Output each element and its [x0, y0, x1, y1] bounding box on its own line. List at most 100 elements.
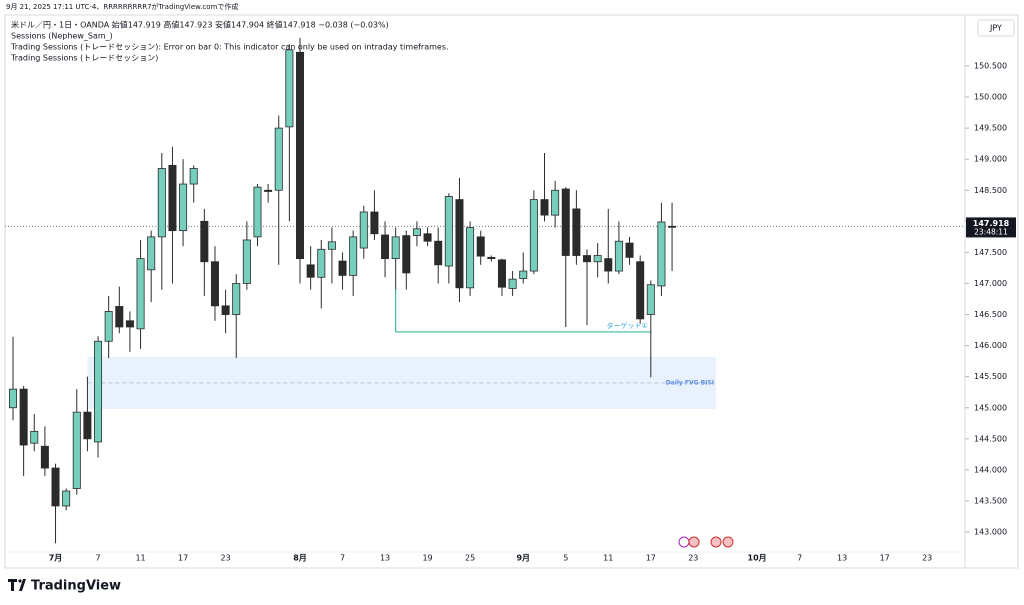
candle-body — [338, 260, 347, 276]
currency[interactable]: JPY — [989, 24, 1002, 33]
candle — [51, 463, 60, 544]
candle-body — [157, 168, 166, 238]
candle-body — [51, 467, 60, 507]
candle — [529, 190, 538, 275]
candle-body — [391, 236, 400, 260]
candle-body — [359, 211, 368, 249]
x-tick-label: 23 — [221, 554, 231, 563]
candle-body — [147, 236, 156, 271]
pane-frame — [4, 14, 1019, 569]
candle-body — [540, 199, 549, 216]
y-tick-label: 144.500 — [974, 434, 1007, 443]
candle — [508, 271, 517, 296]
candle — [94, 336, 103, 458]
currency-button[interactable] — [977, 19, 1015, 37]
candle — [327, 227, 336, 284]
x-tick-label: 17 — [880, 554, 890, 563]
candle-body — [657, 221, 666, 287]
candle — [104, 295, 113, 359]
indicator: Sessions (Nephew_Sam_) — [11, 32, 113, 41]
candle-body — [274, 127, 283, 191]
brand: TradingView — [31, 579, 121, 594]
x-tick-label: 23 — [922, 554, 932, 563]
candle — [30, 413, 39, 452]
y-tick-label: 149.500 — [974, 124, 1007, 133]
candle-body — [285, 49, 294, 128]
candle — [466, 221, 475, 296]
candle-body — [327, 241, 336, 250]
candle — [168, 146, 177, 284]
candle — [136, 239, 145, 349]
x-tick-label: 7 — [340, 554, 345, 563]
candle-body — [551, 189, 560, 216]
candle — [232, 274, 241, 359]
candle — [572, 190, 581, 265]
candle — [306, 246, 315, 290]
candle-body — [476, 236, 485, 257]
candle — [370, 190, 379, 240]
candle-body — [593, 255, 602, 263]
x-tick-label: 11 — [135, 554, 145, 563]
candle — [242, 221, 251, 290]
candle — [83, 376, 92, 452]
last-price-label: 147.918 — [973, 219, 1010, 228]
candle — [19, 386, 28, 477]
candle — [200, 208, 209, 296]
y-tick-label: 147.000 — [974, 279, 1007, 288]
candle-body — [561, 188, 570, 256]
y-tick-label: 145.000 — [974, 403, 1007, 412]
fvg-zone — [87, 356, 716, 410]
candle-body — [168, 164, 177, 232]
x-tick-label: 13 — [837, 554, 847, 563]
candle-body — [370, 211, 379, 235]
candle-body — [189, 168, 198, 185]
caption: 9月 21, 2025 17:11 UTC-4、RRRRRRRRR7がTradi… — [6, 2, 238, 11]
candle — [296, 37, 305, 284]
logo — [8, 579, 26, 591]
candle-body — [210, 261, 219, 307]
candle — [583, 249, 592, 326]
candle-body — [62, 490, 71, 507]
candle — [40, 426, 49, 477]
candle-body — [296, 51, 305, 260]
candle-body — [125, 320, 134, 328]
candle-body — [614, 240, 623, 272]
target-label: ターゲット① — [607, 321, 648, 330]
x-tick-label: 9月 — [516, 554, 530, 563]
candle — [157, 152, 166, 290]
candle — [412, 221, 421, 247]
candle — [540, 152, 549, 222]
candle-body — [232, 283, 241, 315]
candle — [189, 165, 198, 203]
y-tick-label: 148.500 — [974, 186, 1007, 195]
candle-body — [604, 258, 613, 272]
candle-body — [497, 259, 506, 288]
x-tick-label: 7 — [797, 554, 802, 563]
candle — [636, 255, 645, 324]
fvg-label: Daily FVG BISI — [666, 379, 714, 386]
y-tick-label: 146.000 — [974, 341, 1007, 350]
candle-body — [444, 196, 453, 267]
candle — [338, 252, 347, 290]
candle-body — [466, 227, 475, 289]
y-tick-label: 147.500 — [974, 248, 1007, 257]
candle — [519, 252, 528, 284]
candle-body — [519, 270, 528, 279]
candle-body — [30, 430, 39, 444]
candle — [125, 311, 134, 352]
y-tick-label: 145.500 — [974, 372, 1007, 381]
candle — [561, 187, 570, 327]
candle-body — [19, 388, 28, 446]
candle — [668, 202, 677, 272]
y-tick-label: 143.500 — [974, 496, 1007, 505]
candle-body — [508, 278, 517, 289]
candle-body — [455, 199, 464, 289]
y-tick-label: 143.000 — [974, 528, 1007, 537]
candle-body — [636, 261, 645, 320]
y-tick-label: 150.000 — [974, 93, 1007, 102]
candle-body — [572, 208, 581, 256]
candle — [264, 184, 273, 203]
x-tick-label: 5 — [563, 554, 568, 563]
candle-body — [529, 199, 538, 272]
candle — [402, 230, 411, 290]
